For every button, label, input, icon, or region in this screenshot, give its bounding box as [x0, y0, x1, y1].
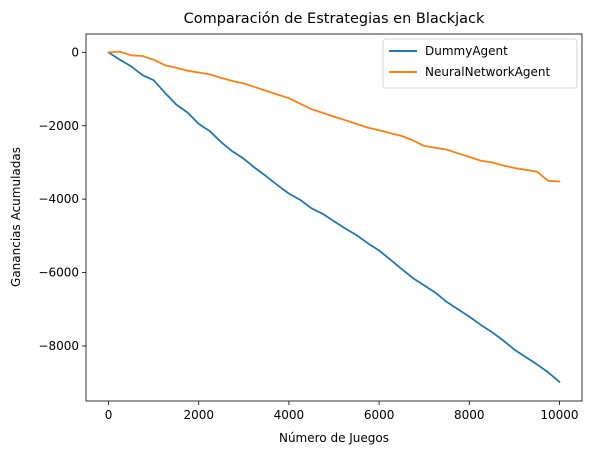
legend-box: [382, 38, 578, 89]
x-tick-label: 4000: [274, 408, 305, 422]
series-layer: [107, 50, 561, 383]
x-tick-label: 2000: [183, 408, 214, 422]
y-tick-label: 0: [71, 45, 79, 59]
x-tick-label: 6000: [364, 408, 395, 422]
chart-title: Comparación de Estrategias en Blackjack: [184, 11, 485, 27]
legend-label-neuralnetworkagent: NeuralNetworkAgent: [425, 65, 551, 79]
x-tick-label: 10000: [540, 408, 578, 422]
legend-label-dummyagent: DummyAgent: [425, 44, 508, 58]
y-axis-label: Ganancias Acumuladas: [9, 147, 23, 287]
y-tick-label: −6000: [38, 266, 79, 280]
plot-area: [85, 33, 583, 402]
x-tick-label: 0: [105, 408, 113, 422]
series-line-dummyagent: [107, 51, 561, 383]
y-axis: 0 −2000 −4000 −6000 −8000: [38, 45, 86, 353]
x-tick-label: 8000: [454, 408, 485, 422]
legend: DummyAgent NeuralNetworkAgent: [382, 38, 578, 89]
x-axis-label: Número de Juegos: [279, 431, 389, 445]
plot-frame: [85, 33, 583, 402]
y-tick-label: −2000: [38, 119, 79, 133]
x-axis: 0 2000 4000 6000 8000 10000: [105, 401, 579, 422]
y-tick-label: −8000: [38, 339, 79, 353]
series-line-neuralnetworkagent: [107, 50, 561, 183]
y-tick-label: −4000: [38, 192, 79, 206]
